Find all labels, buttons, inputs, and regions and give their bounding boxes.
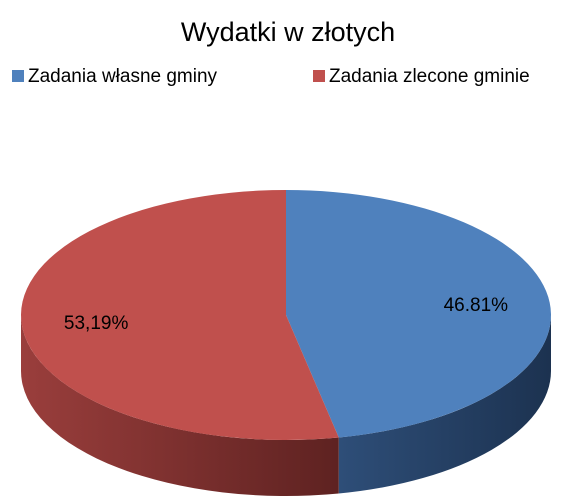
legend-swatch: [313, 70, 325, 82]
pie-side: [338, 315, 551, 494]
chart-title: Wydatki w złotych: [181, 17, 395, 47]
legend-label: Zadania własne gminy: [28, 66, 218, 87]
pie-slice: [286, 190, 551, 438]
pie-side: [21, 315, 339, 496]
legend-label: Zadania zlecone gminie: [329, 66, 530, 87]
legend-swatch: [12, 70, 24, 82]
data-label: 53,19%: [64, 313, 129, 334]
pie-slice: [20, 190, 339, 440]
data-label: 46.81%: [444, 295, 509, 316]
